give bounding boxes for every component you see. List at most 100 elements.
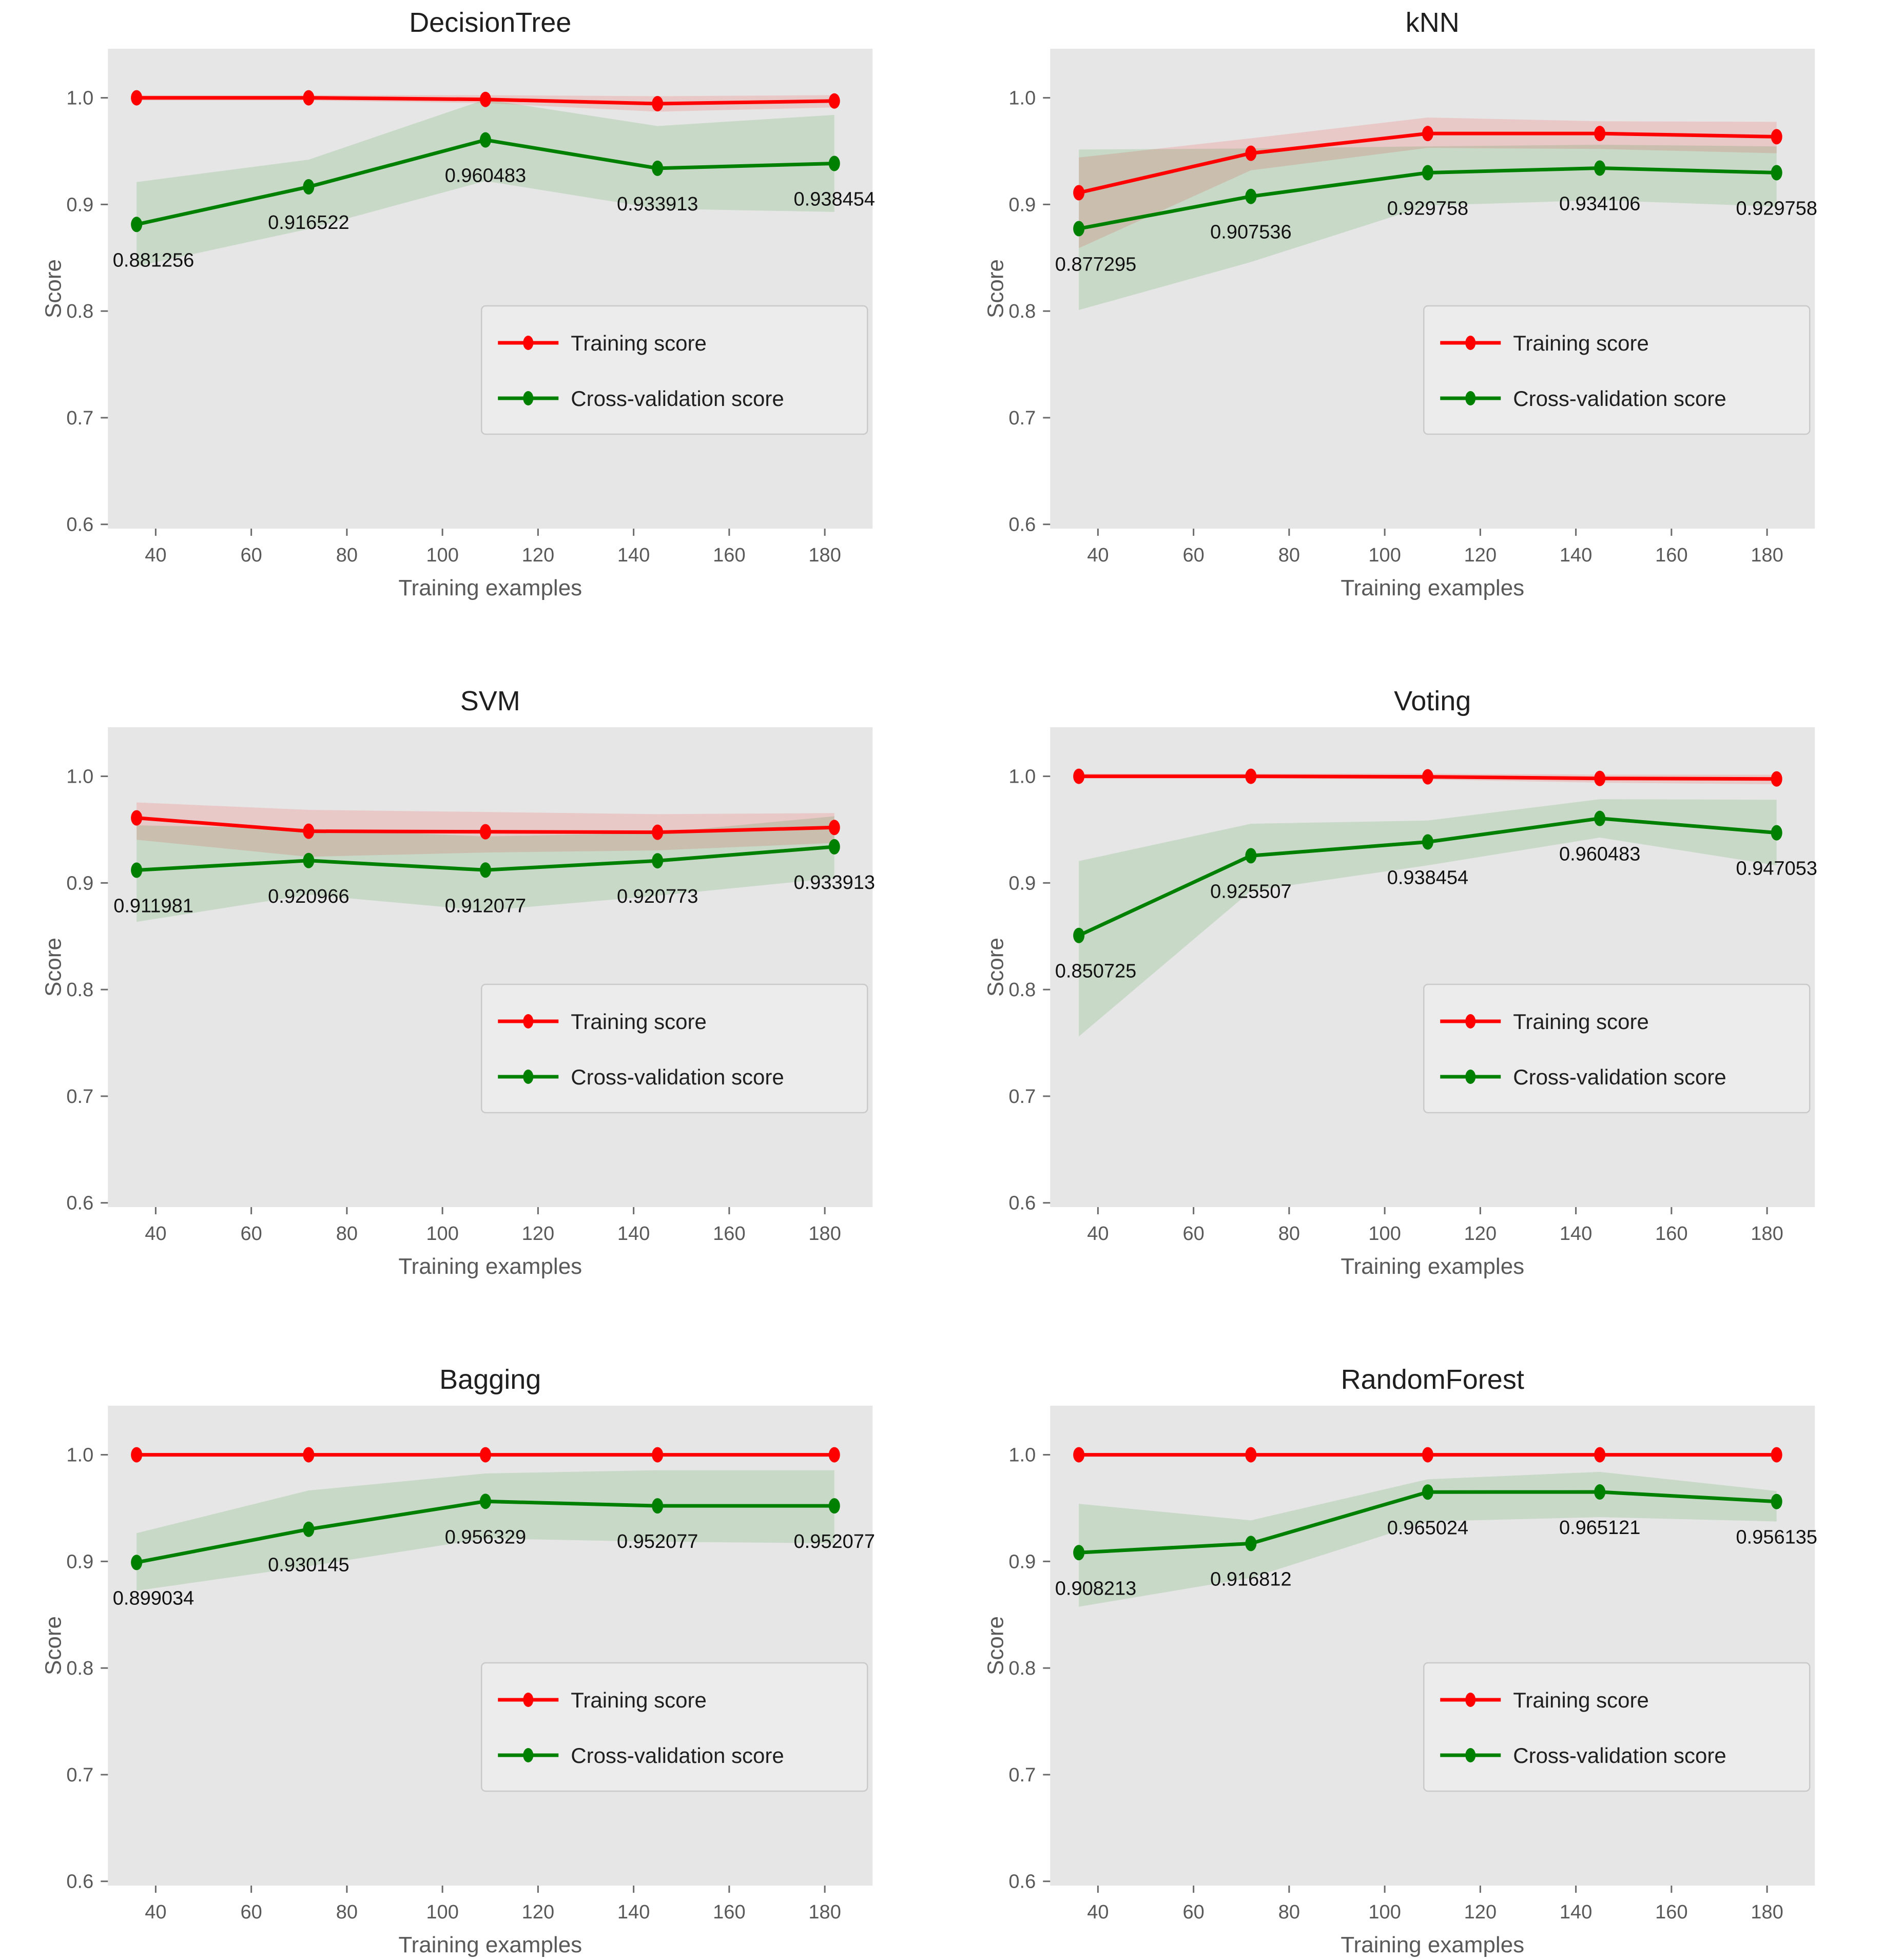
legend: Training score Cross-validation score [1423,1662,1810,1792]
y-tick-label: 0.9 [1008,194,1036,216]
x-tick-label: 40 [145,1901,166,1923]
cv-marker [828,1498,840,1514]
x-tick-label: 60 [240,1223,262,1245]
y-tick-label: 0.6 [66,1193,93,1214]
chart-svg: 40 60 80 100 120 140 160 180 1.0 0.9 0.8 0.7 0.6 0.91… [41,686,875,1279]
x-tick-label: 120 [1464,545,1496,566]
y-tick-label: 0.7 [1008,407,1036,429]
y-tick-label: 1.0 [1008,766,1036,788]
cv-marker [131,862,143,878]
training-marker [1245,768,1256,784]
cv-marker [479,132,491,148]
training-marker [828,1447,840,1463]
cv-band [137,99,834,266]
cv-marker [1073,221,1084,237]
cv-value-label: 0.938454 [1387,867,1468,888]
training-marker [1422,1447,1433,1463]
training-marker [1245,1447,1256,1463]
x-tick-label: 60 [240,1901,262,1923]
x-tick-label: 140 [617,1901,650,1923]
legend-label: Cross-validation score [1513,1743,1726,1768]
x-tick-label: 80 [336,1223,358,1245]
training-marker [479,91,491,107]
legend-entry-training: Training score [498,1010,707,1034]
chart-svg: 40 60 80 100 120 140 160 180 1.0 0.9 0.8 0.7 0.6 0.87… [983,7,1817,600]
training-marker [1422,769,1433,785]
legend-marker [1465,1748,1475,1762]
x-tick-label: 120 [522,1901,554,1923]
legend-entry-training: Training score [1440,1010,1649,1034]
legend-box [481,983,868,1114]
legend-label: Cross-validation score [571,386,784,411]
legend-marker [1465,1014,1475,1028]
chart-title: RandomForest [1341,1364,1524,1395]
y-tick-label: 0.8 [66,979,93,1001]
y-axis-label: Score [983,259,1008,318]
x-tick-label: 40 [1087,1901,1109,1923]
training-marker [652,824,664,840]
cv-value-label: 0.907536 [1210,222,1292,243]
y-tick-label: 0.9 [1008,1551,1036,1573]
y-tick-label: 0.9 [66,194,93,216]
chart-title: DecisionTree [409,7,571,38]
learning-curve-chart: 40 60 80 100 120 140 160 180 1.0 0.9 0.8 0.7 0.6 0.87… [942,0,1884,603]
plot-area [1050,49,1815,529]
legend-label: Training score [571,1010,707,1034]
legend-label: Training score [1513,331,1649,355]
cv-marker [1594,810,1605,826]
legend-entry-cv: Cross-validation score [1440,1065,1726,1089]
cv-marker [1073,927,1084,943]
legend: Training score Cross-validation score [1423,305,1810,435]
y-tick-label: 0.6 [66,1871,93,1893]
legend-label: Training score [571,331,707,355]
y-tick-label: 0.8 [66,1658,93,1679]
chart-svg: 40 60 80 100 120 140 160 180 1.0 0.9 0.8 0.7 0.6 0.89… [41,1364,875,1957]
y-tick-label: 0.7 [66,1764,93,1786]
y-tick-label: 0.8 [1008,301,1036,322]
legend-box [1423,1662,1810,1792]
training-marker [1771,771,1782,787]
x-tick-label: 80 [336,545,358,566]
y-tick-label: 0.9 [1008,872,1036,894]
legend-entry-training: Training score [1440,1688,1648,1712]
training-marker [1422,126,1433,142]
x-axis-label: Training examples [398,575,582,600]
legend-label: Training score [1513,1010,1649,1034]
y-tick-label: 1.0 [66,1445,93,1466]
cv-band [1078,145,1777,311]
training-marker [1594,770,1605,786]
y-tick-label: 1.0 [1008,1445,1036,1466]
cv-value-label: 0.920966 [268,886,349,907]
training-marker [303,823,315,839]
x-tick-label: 100 [426,1901,458,1923]
y-tick-label: 1.0 [66,88,93,109]
x-axis-label: Training examples [398,1254,582,1279]
training-marker [1594,1447,1605,1463]
cv-marker [1594,160,1605,176]
x-tick-label: 120 [1464,1223,1496,1245]
legend-box [481,305,868,435]
y-tick-label: 0.9 [66,1551,93,1573]
learning-curve-chart: 40 60 80 100 120 140 160 180 1.0 0.9 0.8 0.7 0.6 0.91… [0,678,942,1282]
x-tick-label: 60 [1182,1901,1204,1923]
y-tick-label: 1.0 [1008,88,1036,109]
x-tick-label: 140 [1559,545,1591,566]
chart-svg: 40 60 80 100 120 140 160 180 1.0 0.9 0.8 0.7 0.6 0.85… [983,686,1817,1279]
cv-marker [1245,1536,1256,1551]
cv-value-label: 0.881256 [113,249,195,271]
legend-entry-cv: Cross-validation score [1440,386,1726,411]
cv-value-label: 0.929758 [1736,198,1817,220]
cv-marker [828,839,840,855]
training-marker [479,1447,491,1463]
legend: Training score Cross-validation score [481,305,868,435]
legend-marker [1465,391,1475,405]
x-tick-label: 180 [1751,545,1783,566]
legend-entry-training: Training score [1440,331,1649,355]
chart-svg: 40 60 80 100 120 140 160 180 1.0 0.9 0.8 0.7 0.6 0.88… [41,7,875,600]
legend-label: Cross-validation score [1513,1065,1726,1089]
x-tick-label: 100 [426,1223,458,1245]
x-tick-label: 100 [1368,1223,1401,1245]
y-tick-label: 0.7 [1008,1086,1036,1108]
training-marker [1073,768,1084,784]
